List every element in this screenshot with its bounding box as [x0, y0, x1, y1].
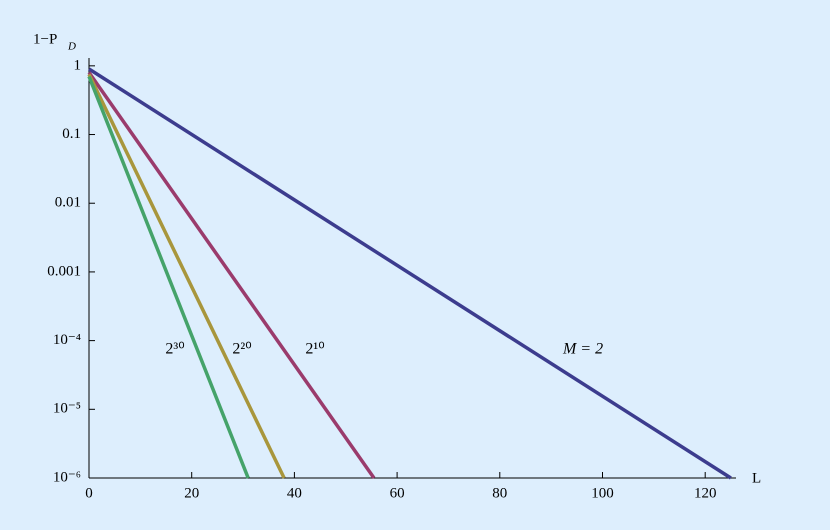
- x-axis-label: L: [752, 470, 761, 486]
- line: [87, 71, 376, 480]
- series-label: 2²⁰: [232, 341, 251, 358]
- series-label: M = 2: [562, 341, 603, 358]
- y-tick-label: 10⁻⁵: [53, 401, 81, 417]
- x-tick-label: 100: [591, 485, 614, 501]
- series-label: 2³⁰: [165, 341, 184, 358]
- y-tick-label: 0.001: [47, 263, 81, 279]
- x-tick-label: 60: [390, 485, 405, 501]
- x-tick-label: 20: [184, 485, 199, 501]
- y-tick-label: 0.1: [62, 126, 81, 142]
- y-axis-label-sub: D: [67, 41, 76, 53]
- y-tick-label: 1: [74, 57, 82, 73]
- line: [87, 73, 286, 479]
- y-tick-label: 10⁻⁶: [53, 469, 81, 485]
- x-tick-label: 40: [287, 485, 302, 501]
- y-tick-label: 0.01: [55, 195, 81, 211]
- line: [87, 75, 250, 479]
- y-tick-label: 10⁻⁴: [53, 332, 81, 348]
- line: [88, 67, 732, 480]
- y-axis-label: 1−P: [33, 31, 57, 47]
- x-tick-label: 0: [85, 485, 93, 501]
- series-label: 2¹⁰: [305, 341, 324, 358]
- x-tick-label: 80: [492, 485, 507, 501]
- x-tick-label: 120: [694, 485, 717, 501]
